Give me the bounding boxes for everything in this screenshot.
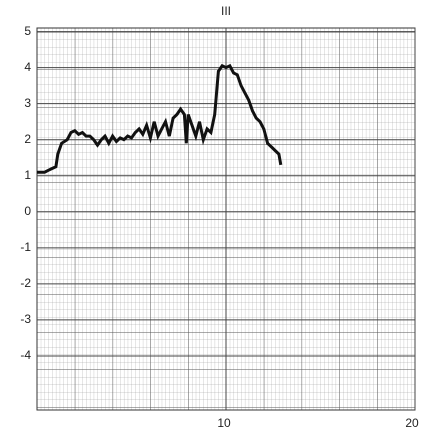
- y-tick-label: -3: [20, 312, 31, 326]
- y-tick-label: -4: [20, 348, 31, 362]
- y-tick-label: 1: [24, 168, 31, 182]
- y-tick-label: -1: [20, 240, 31, 254]
- y-tick-label: 0: [24, 204, 31, 218]
- y-tick-label: 4: [24, 60, 31, 74]
- y-tick-label: 2: [24, 132, 31, 146]
- y-tick-label: 3: [24, 96, 31, 110]
- y-tick-label: 5: [24, 24, 31, 38]
- y-tick-label: -2: [20, 276, 31, 290]
- chart-title: III: [221, 4, 231, 18]
- data-line: [37, 63, 283, 174]
- x-tick-label: 20: [405, 416, 419, 430]
- x-tick-label: 10: [217, 416, 231, 430]
